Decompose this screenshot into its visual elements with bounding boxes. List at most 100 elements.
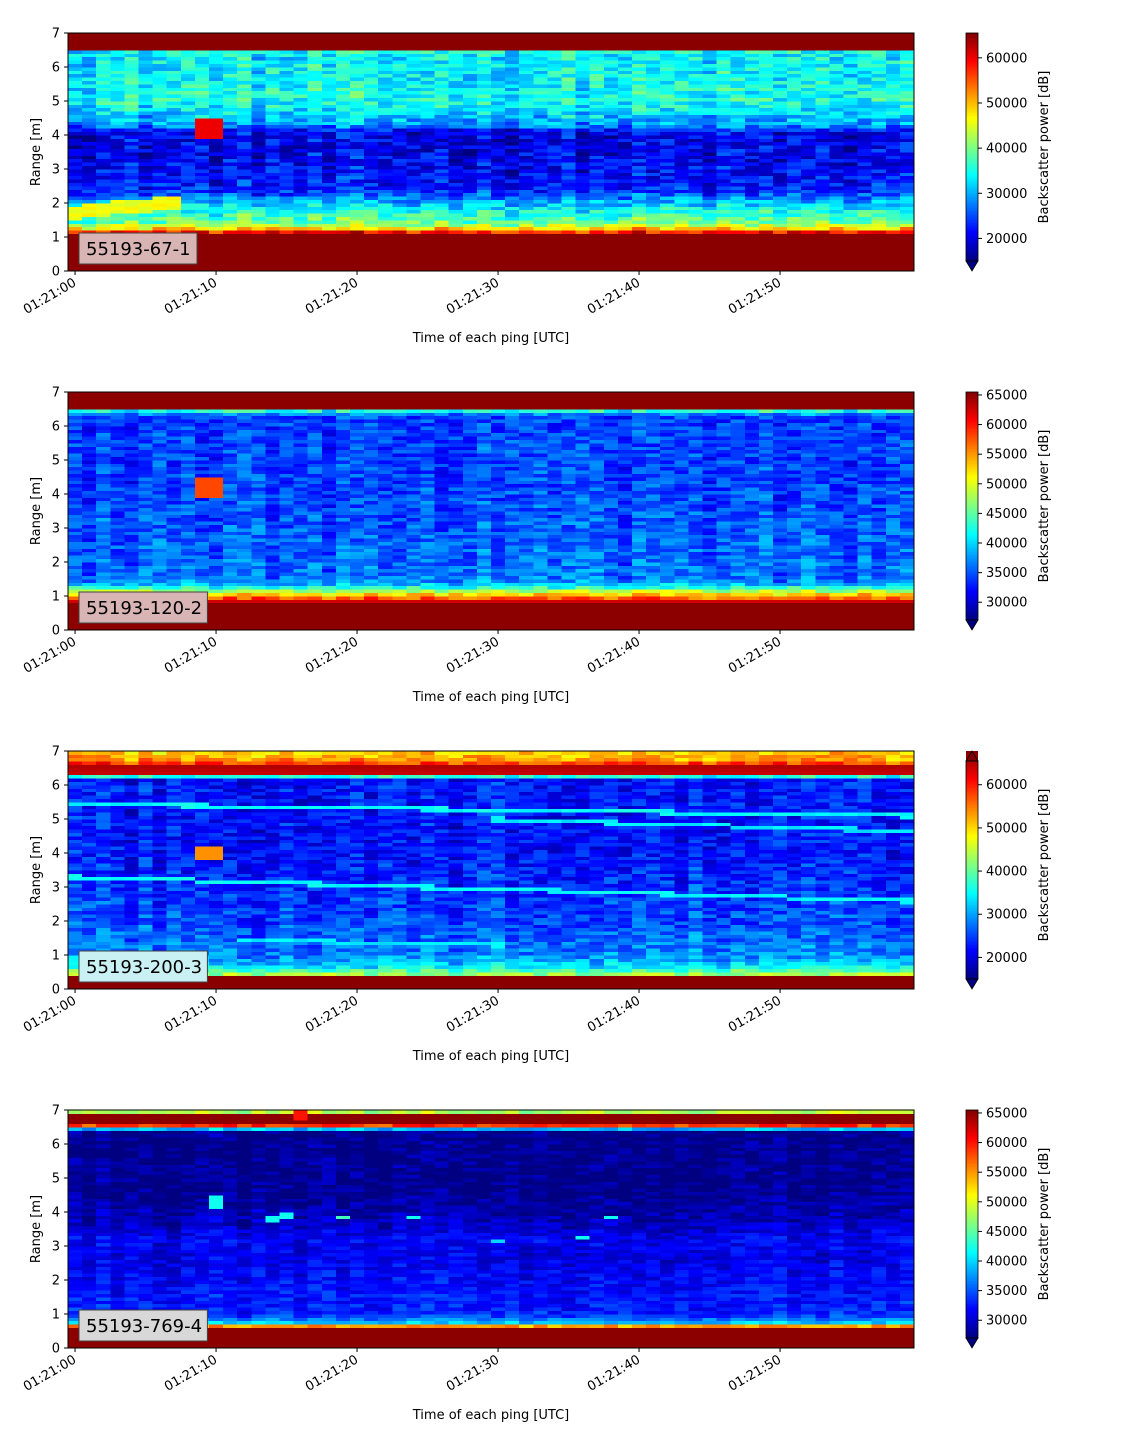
heatmap-cell — [716, 121, 732, 126]
heatmap-cell — [547, 165, 562, 170]
heatmap-cell — [350, 36, 365, 41]
heatmap-cell — [505, 209, 520, 214]
heatmap-cell — [194, 223, 210, 228]
heatmap-cell — [476, 240, 492, 245]
heatmap-cell — [801, 237, 816, 241]
heatmap-cell — [857, 155, 873, 160]
heatmap-cell — [773, 53, 788, 58]
heatmap-cell — [420, 155, 435, 160]
heatmap-cell — [476, 206, 492, 211]
heatmap-cell — [68, 483, 83, 488]
heatmap-cell — [335, 182, 351, 187]
heatmap-cell — [378, 206, 393, 211]
heatmap-cell — [688, 50, 703, 54]
heatmap-cell — [209, 169, 224, 173]
heatmap-cell — [110, 145, 125, 149]
heatmap-cell — [899, 53, 915, 58]
heatmap-cell — [533, 70, 548, 75]
heatmap-cell — [166, 264, 182, 268]
heatmap-cell — [434, 169, 450, 173]
heatmap-cell — [448, 192, 464, 197]
heatmap-cell — [871, 46, 887, 51]
heatmap-cell — [561, 56, 576, 61]
heatmap-cell — [815, 220, 830, 224]
heatmap-cell — [744, 257, 760, 262]
heatmap-cell — [589, 97, 605, 102]
heatmap-cell — [138, 33, 153, 37]
heatmap-cell — [871, 56, 887, 61]
heatmap-cell — [843, 226, 858, 231]
heatmap-cell — [744, 220, 760, 224]
heatmap-cell — [124, 162, 139, 166]
heatmap-cell — [251, 141, 266, 146]
heatmap-cell — [124, 419, 139, 423]
heatmap-cell — [533, 237, 548, 241]
heatmap-cell — [194, 169, 210, 173]
heatmap-cell — [180, 104, 196, 109]
heatmap-cell — [124, 80, 139, 85]
heatmap-cell — [829, 90, 844, 95]
heatmap-cell — [674, 101, 689, 105]
heatmap-cell — [646, 84, 661, 88]
heatmap-cell — [857, 101, 873, 105]
heatmap-cell — [815, 169, 830, 173]
heatmap-cell — [251, 220, 266, 224]
heatmap-cell — [801, 220, 816, 224]
heatmap-cell — [293, 87, 309, 92]
heatmap-cell — [96, 477, 111, 481]
heatmap-cell — [448, 243, 464, 248]
heatmap-cell — [773, 233, 788, 238]
heatmap-cell — [660, 46, 675, 51]
heatmap-cell — [68, 477, 83, 481]
heatmap-cell — [871, 138, 887, 143]
heatmap-cell — [688, 199, 703, 204]
heatmap-cell — [307, 169, 323, 173]
heatmap-cell — [773, 101, 788, 105]
heatmap-cell — [646, 67, 661, 71]
heatmap-cell — [335, 254, 351, 258]
heatmap-cell — [575, 77, 591, 81]
heatmap-cell — [505, 165, 520, 170]
heatmap-cell — [82, 487, 97, 491]
heatmap-cell — [448, 128, 464, 132]
heatmap-cell — [885, 247, 901, 251]
heatmap-cell — [68, 514, 83, 519]
heatmap-cell — [716, 203, 732, 207]
heatmap-cell — [420, 141, 435, 146]
heatmap-cell — [660, 237, 675, 241]
heatmap-cell — [82, 182, 97, 187]
heatmap-cell — [674, 209, 689, 214]
heatmap-cell — [350, 213, 365, 217]
heatmap-cell — [688, 172, 703, 177]
heatmap-cell — [110, 449, 125, 454]
colorbar-segment — [966, 145, 978, 148]
heatmap-cell — [138, 395, 153, 400]
heatmap-cell — [251, 73, 266, 78]
heatmap-cell — [476, 121, 492, 126]
heatmap-cell — [194, 60, 210, 64]
heatmap-cell — [68, 487, 83, 491]
heatmap-cell — [646, 247, 661, 251]
heatmap-cell — [96, 524, 111, 529]
heatmap-cell — [110, 118, 125, 122]
heatmap-cell — [335, 46, 351, 51]
heatmap-cell — [533, 220, 548, 224]
heatmap-cell — [364, 182, 379, 187]
heatmap-cell — [420, 199, 435, 204]
heatmap-cell — [420, 250, 435, 255]
heatmap-cell — [617, 80, 633, 85]
heatmap-cell — [251, 213, 266, 217]
heatmap-cell — [194, 46, 210, 51]
heatmap-cell — [603, 84, 619, 88]
heatmap-cell — [307, 203, 323, 207]
heatmap-cell — [744, 36, 760, 41]
heatmap-cell — [138, 87, 153, 92]
heatmap-cell — [434, 165, 450, 170]
heatmap-cell — [350, 141, 365, 146]
heatmap-cell — [476, 135, 492, 139]
colorbar-segment — [966, 67, 978, 70]
heatmap-cell — [787, 223, 802, 228]
heatmap-cell — [237, 243, 252, 248]
heatmap-cell — [857, 36, 873, 41]
